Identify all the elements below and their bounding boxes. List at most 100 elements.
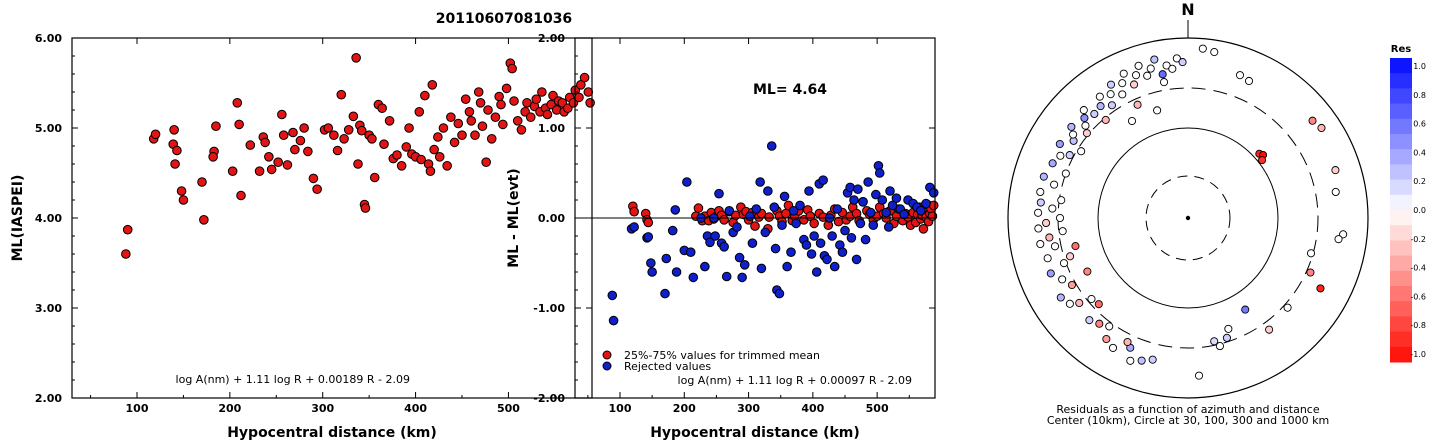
p1-point (470, 130, 480, 140)
p2-point (786, 247, 796, 257)
colorbar-swatch (1390, 316, 1412, 333)
p2-point (629, 206, 639, 217)
polar-point (1134, 61, 1143, 70)
p1-point (438, 123, 449, 133)
polar-point (1043, 254, 1052, 263)
p2-xtick-label: 400 (801, 402, 824, 415)
colorbar-swatch (1390, 346, 1412, 363)
p1-point (360, 203, 371, 213)
p2-point (756, 263, 767, 274)
polar-point (1056, 151, 1065, 160)
polar-point (1130, 80, 1139, 89)
p2-ytick-label: -2.00 (533, 392, 565, 405)
polar-point (1224, 324, 1233, 333)
polar-point (1069, 130, 1078, 139)
p2-point (818, 175, 828, 185)
polar-point (1235, 71, 1245, 80)
p1-point (356, 125, 367, 136)
colorbar-tick-label: -0.4 (1410, 264, 1426, 273)
polar-point (1153, 106, 1162, 115)
p1-point (353, 159, 363, 169)
figure-title: 20110607081036 (436, 11, 572, 27)
p2-point (809, 218, 819, 229)
p2-point (763, 186, 773, 196)
p1-point (208, 152, 218, 162)
polar-point (1094, 300, 1103, 309)
colorbar-swatch (1390, 301, 1412, 317)
polar-point (1339, 230, 1348, 239)
polar-point (1036, 239, 1045, 249)
p2-point (851, 254, 862, 265)
polar-point (1034, 224, 1043, 233)
p2-point (774, 288, 785, 299)
p2-ytick-label: -1.00 (533, 302, 565, 315)
p1-ytick-label: 3.00 (35, 302, 62, 315)
polar-point (1143, 71, 1152, 80)
p1-points (121, 53, 595, 259)
p2-legend-rejected: Rejected values (624, 360, 711, 373)
p2-point (685, 247, 696, 257)
colorbar-tick-label: 0.2 (1413, 177, 1426, 186)
polar-point (1066, 252, 1075, 261)
p2-point (858, 197, 868, 207)
polar-point (1045, 233, 1054, 242)
polar-point (1258, 156, 1267, 165)
p2-point (693, 203, 704, 213)
p2-point (724, 206, 735, 216)
p1-point (483, 105, 493, 115)
p1-point (453, 118, 464, 129)
polar-point (1048, 159, 1057, 168)
p2-ml-annotation: ML= 4.64 (753, 82, 827, 98)
p1-ytick-label: 6.00 (35, 32, 62, 45)
p1-point (404, 123, 414, 133)
p2-point (750, 221, 760, 231)
polar-point (1036, 198, 1045, 207)
p2-point (853, 184, 863, 194)
p1-formula: log A(nm) + 1.11 log R + 0.00189 R - 2.0… (176, 373, 410, 386)
p1-point (367, 134, 377, 144)
polar-point (1065, 299, 1074, 308)
p2-point (770, 243, 781, 254)
p2-point (806, 249, 817, 259)
p1-point (169, 125, 179, 135)
p2-point (670, 205, 681, 215)
panel-azimuth-polar: N Residuals as a function of azimuth and… (1007, 0, 1369, 427)
p1-point (420, 90, 430, 101)
p1-point (464, 107, 475, 117)
polar-point (1085, 316, 1094, 325)
p1-point (329, 130, 339, 140)
colorbar-tick-label: -0.8 (1410, 321, 1426, 330)
polar-point (1131, 71, 1141, 80)
polar-point (1158, 70, 1167, 79)
p1-point (299, 123, 309, 133)
p1-point (425, 166, 436, 176)
polar-point (1123, 337, 1132, 347)
p2-point (811, 267, 822, 277)
p2-point (646, 258, 656, 268)
p2-point (916, 206, 926, 216)
p2-point (849, 195, 859, 205)
p2-point (719, 215, 729, 225)
polar-point (1065, 151, 1074, 160)
p1-point (264, 152, 274, 162)
polar-point (1265, 325, 1274, 334)
p1-point (429, 144, 439, 155)
colorbar-swatch (1390, 73, 1412, 89)
p1-point (278, 130, 289, 140)
p1-xtick-label: 400 (404, 402, 427, 415)
p1-point (343, 125, 354, 135)
p1-ticks: 100 200 300 400 500 2.00 3.00 4.00 5.00 6.00 (35, 32, 592, 415)
p2-point (732, 222, 742, 232)
p1-point (466, 116, 477, 126)
polar-point (1055, 139, 1064, 149)
polar-north-label: N (1181, 0, 1194, 19)
p2-point (721, 271, 732, 282)
p1-point (282, 160, 293, 170)
colorbar-title: Res (1391, 44, 1411, 55)
p2-point (629, 222, 639, 232)
p1-point (150, 129, 161, 140)
p1-point (295, 135, 306, 146)
p2-point (891, 193, 902, 203)
p1-point (537, 87, 547, 97)
